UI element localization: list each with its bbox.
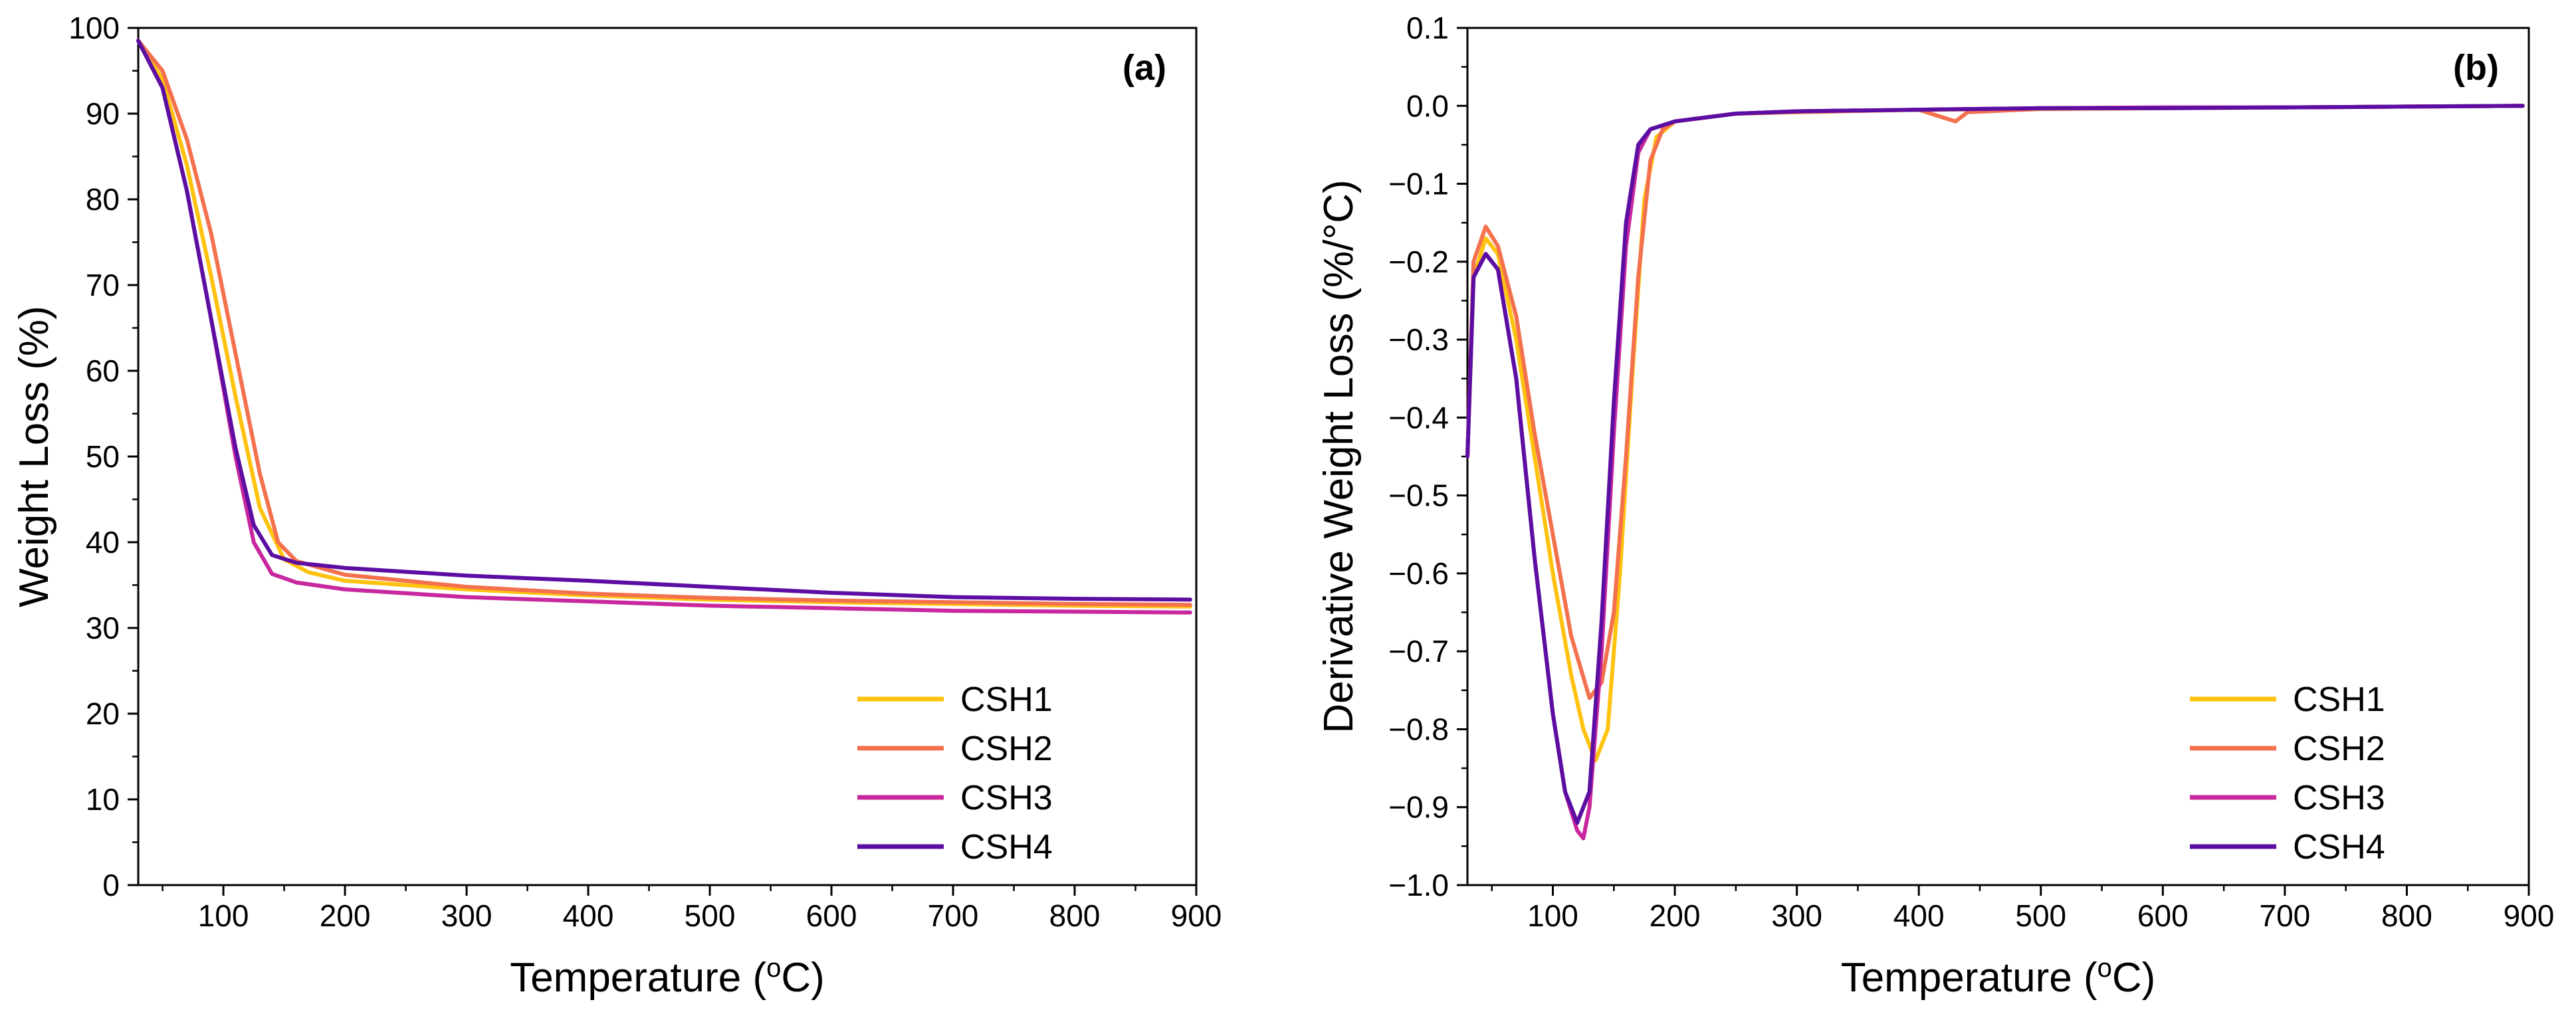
x-tick-label: 200 [1650, 898, 1701, 933]
y-tick-label: 60 [86, 354, 120, 388]
y-tick-label: −0.4 [1388, 400, 1449, 435]
panel-tag: (a) [1123, 48, 1166, 88]
x-tick-label: 400 [1893, 898, 1945, 933]
y-tick-label: 70 [86, 268, 120, 302]
x-tick-label: 500 [685, 898, 736, 933]
x-axis-label-text: Temperature ( [510, 955, 766, 1001]
x-axis-label-unit: C) [781, 955, 824, 1001]
x-tick-label: 900 [2504, 898, 2555, 933]
x-tick-label: 500 [2015, 898, 2066, 933]
x-tick-label: 200 [320, 898, 371, 933]
x-tick-label: 300 [1771, 898, 1822, 933]
y-tick-label: 10 [86, 782, 120, 817]
y-tick-label: 80 [86, 182, 120, 217]
panel-a-weight-loss: 100 200 300 400 500 600 700 800 900 0 10 20 30 40 50 60… [11, 11, 1222, 1001]
y-tick-label: −0.5 [1388, 478, 1449, 513]
y-tick-label: −0.1 [1388, 167, 1449, 201]
legend-label: CSH2 [2293, 730, 2385, 768]
x-axis-label-degree: o [766, 954, 781, 983]
y-tick-label: 90 [86, 96, 120, 131]
y-tick-label: −0.2 [1388, 245, 1449, 279]
series-line-csh4 [136, 39, 1192, 602]
y-tick-label: 50 [86, 439, 120, 474]
x-tick-label: 900 [1171, 898, 1222, 933]
y-tick-label: 0.1 [1406, 11, 1449, 45]
y-tick-label: −0.3 [1388, 322, 1449, 357]
y-tick-label: 0.0 [1406, 88, 1449, 123]
x-tick-label: 100 [1527, 898, 1578, 933]
y-tick-label: −0.9 [1388, 790, 1449, 825]
x-tick-label: 100 [198, 898, 249, 933]
x-tick-label: 300 [441, 898, 492, 933]
y-tick-label: −1.0 [1388, 868, 1449, 902]
legend-label: CSH2 [960, 730, 1053, 768]
x-tick-label: 800 [2381, 898, 2432, 933]
legend-label: CSH1 [960, 680, 1053, 719]
y-tick-label: −0.8 [1388, 712, 1449, 746]
series-line-csh3 [136, 39, 1192, 615]
x-tick-label: 600 [2137, 898, 2189, 933]
y-tick-label: 40 [86, 525, 120, 559]
y-tick-label: 30 [86, 611, 120, 645]
legend-label: CSH3 [2293, 779, 2385, 817]
x-axis-label: Temperature (oC) [1841, 954, 2156, 1001]
series-line-csh2 [136, 39, 1192, 607]
x-tick-label: 700 [2259, 898, 2310, 933]
x-tick-label: 400 [563, 898, 614, 933]
panel-b-derivative-weight-loss: 100 200 300 400 500 600 700 800 900 −1.0 −0.9 −0.8 −… [1316, 11, 2554, 1001]
y-tick-label: 100 [68, 11, 120, 45]
panel-tag: (b) [2453, 48, 2499, 88]
y-tick-label: 20 [86, 696, 120, 731]
y-axis-label: Derivative Weight Loss (%/°C) [1316, 179, 1362, 733]
x-tick-label: 800 [1049, 898, 1101, 933]
x-tick-label: 700 [928, 898, 979, 933]
legend-label: CSH3 [960, 779, 1053, 817]
series-line-csh4 [1465, 104, 2525, 825]
x-axis-label-text: Temperature ( [1841, 955, 2097, 1001]
legend-label: CSH4 [2293, 828, 2385, 866]
series-line-csh1 [136, 39, 1192, 609]
x-axis-label-unit: C) [2112, 955, 2155, 1001]
legend-label: CSH4 [960, 828, 1053, 866]
y-tick-label: 0 [102, 868, 120, 902]
x-axis-label-degree: o [2097, 954, 2112, 983]
x-tick-label: 600 [806, 898, 857, 933]
y-tick-label: −0.7 [1388, 634, 1449, 668]
y-tick-label: −0.6 [1388, 556, 1449, 591]
x-axis-label: Temperature (oC) [510, 954, 825, 1001]
y-axis-label: Weight Loss (%) [11, 306, 57, 607]
legend-label: CSH1 [2293, 680, 2385, 719]
series-line-csh2 [1465, 104, 2525, 700]
